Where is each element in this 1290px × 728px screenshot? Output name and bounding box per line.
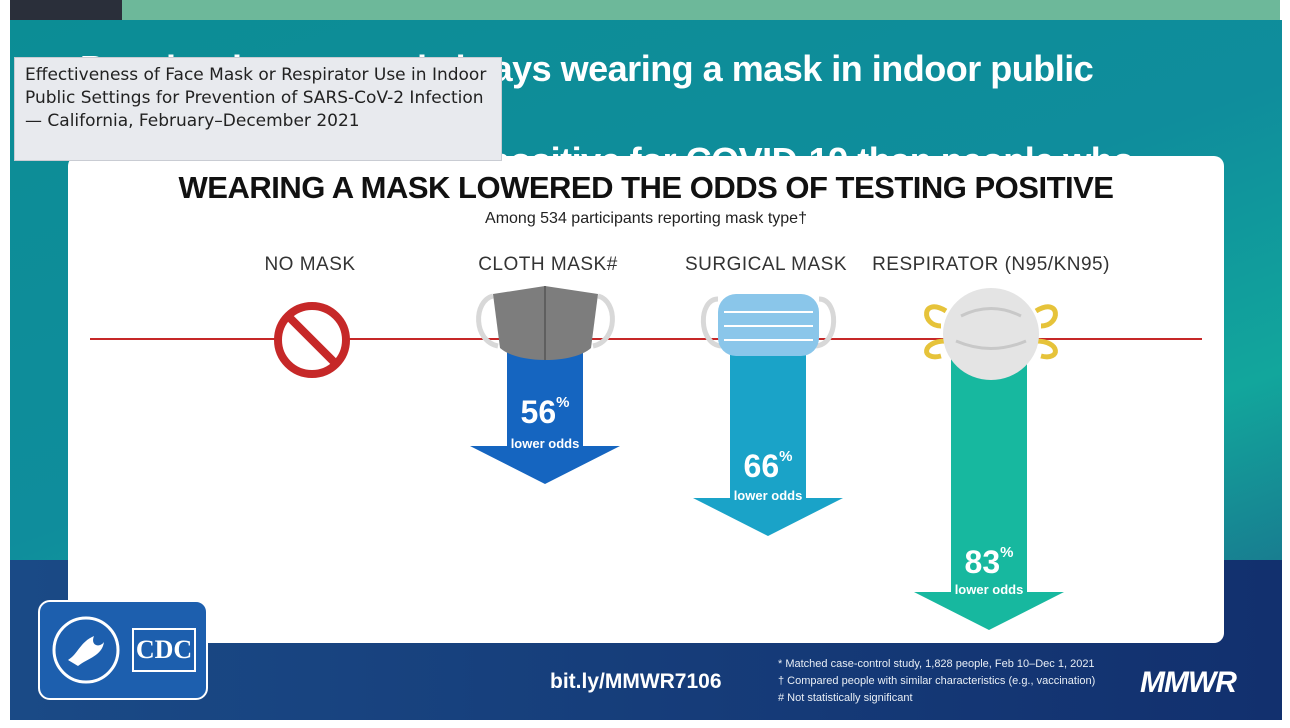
label-respirator: RESPIRATOR (N95/KN95) [872,254,1110,275]
respirator-percent: 83% [914,544,1064,581]
short-link[interactable]: bit.ly/MMWR7106 [550,670,722,693]
footnote-3: # Not statistically significant [778,692,913,704]
label-cloth-mask: CLOTH MASK# [478,254,618,275]
cloth-mask-icon [476,286,615,360]
surgical-mask-icon [700,294,837,356]
respirator-percent-value: 83 [964,544,1001,580]
footnote-2: † Compared people with similar character… [778,675,1096,687]
panel-title: WEARING A MASK LOWERED THE ODDS OF TESTI… [178,170,1114,205]
panel-subtitle: Among 534 participants reporting mask ty… [485,210,807,227]
mmwr-brand: MMWR [1140,666,1237,699]
top-bar-dark-segment [10,0,122,20]
surgical-arrow-shape [693,346,843,536]
chart-panel: WEARING A MASK LOWERED THE ODDS OF TESTI… [68,156,1224,643]
no-mask-prohibited-icon [274,302,350,378]
surgical-percent-value: 66 [743,448,780,484]
footnotes: * Matched case-control study, 1,828 peop… [778,656,1095,707]
respirator-note: lower odds [954,582,1024,597]
cloth-percent: 56% [470,394,620,431]
surgical-note: lower odds [733,488,803,503]
respirator-arrow: 83% lower odds [914,356,1064,632]
respirator-arrow-shape [914,356,1064,630]
respirator-mask-icon [924,288,1058,380]
surgical-percent: 66% [693,448,843,485]
cloth-mask-arrow: 56% lower odds [470,346,620,486]
label-surgical-mask: SURGICAL MASK [684,254,848,275]
surgical-mask-arrow: 66% lower odds [693,346,843,538]
hhs-cdc-logo: CDC [38,600,208,700]
baseline-red-line [90,338,1202,340]
cloth-percent-value: 56 [520,394,557,430]
label-no-mask: NO MASK [264,254,356,275]
cloth-note: lower odds [510,436,580,451]
footnote-1: * Matched case-control study, 1,828 peop… [778,658,1095,670]
surgical-percent-sign: % [779,448,793,465]
respirator-percent-sign: % [1000,544,1014,561]
cdc-logo-text: CDC [132,628,196,672]
cloth-percent-sign: % [556,394,570,411]
cloth-arrow-shape [470,346,620,484]
top-bar [10,0,1280,20]
image-alt-tooltip: Effectiveness of Face Mask or Respirator… [14,57,502,161]
hhs-seal-icon [52,616,120,684]
